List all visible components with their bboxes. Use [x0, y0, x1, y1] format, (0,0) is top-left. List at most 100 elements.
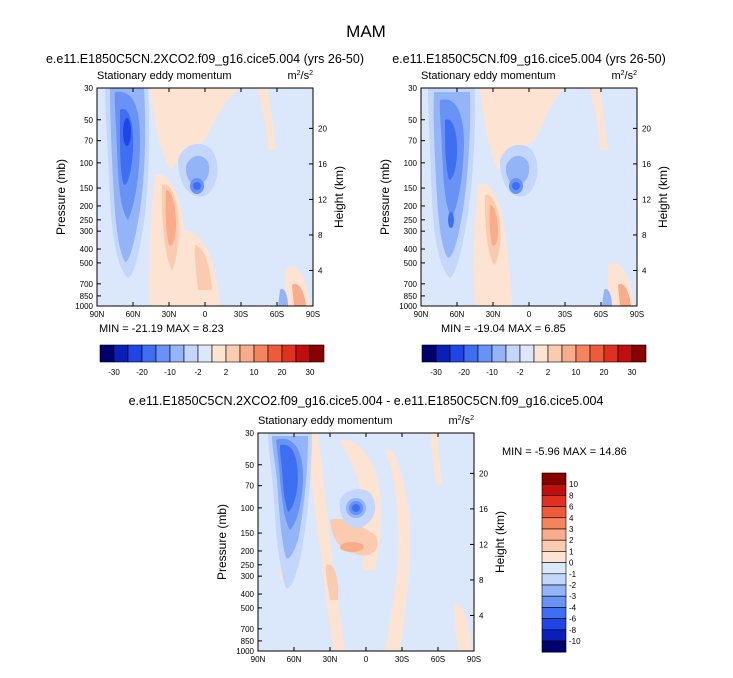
colorbar-swatch — [547, 344, 563, 363]
min-max-label: MIN = -5.96 MAX = 14.86 — [502, 446, 627, 458]
panel-2xco2: e.e11.E1850C5CN.2XCO2.f09_g16.cice5.004 … — [46, 52, 364, 377]
units-exp: 2 — [470, 415, 474, 422]
x-tick-label: 60N — [287, 655, 302, 664]
height-tick-label: 12 — [642, 195, 651, 204]
colorbar-swatch — [541, 595, 567, 608]
max-label: MAX = — [508, 323, 541, 335]
positive-contour — [618, 284, 631, 306]
x-tick-label: 30N — [162, 310, 177, 319]
positive-contour — [480, 88, 565, 170]
panel-difference: e.e11.E1850C5CN.2XCO2.f09_g16.cice5.004 … — [129, 394, 627, 664]
colorbar-swatch — [541, 539, 567, 552]
colorbar-swatch — [141, 344, 157, 363]
contour-field — [421, 88, 637, 306]
colorbar-label: 4 — [569, 514, 574, 523]
y-tick-label: 70 — [84, 137, 93, 146]
colorbar-swatch — [617, 344, 633, 363]
colorbar-label: 2 — [569, 536, 574, 545]
height-tick-label: 12 — [318, 195, 327, 204]
negative-contour — [123, 118, 131, 146]
units-mid: /s — [301, 70, 310, 82]
y-tick-label: 150 — [241, 529, 255, 538]
negative-contour — [280, 444, 298, 512]
x-tick-label: 0 — [203, 310, 208, 319]
contour-field — [97, 88, 313, 306]
positive-contour — [454, 604, 472, 651]
colorbar-swatch — [505, 344, 521, 363]
colorbar-label: -4 — [569, 603, 577, 612]
y-tick-label: 30 — [245, 429, 254, 438]
colorbar-label: -10 — [486, 368, 498, 377]
y-axis-label-right: Height (km) — [656, 166, 670, 228]
units-exp: 2 — [297, 70, 301, 77]
colorbar-swatch — [295, 344, 311, 363]
colorbar-label: 20 — [278, 368, 287, 377]
positive-contour — [430, 433, 442, 485]
colorbar-swatch — [541, 506, 567, 519]
height-tick-label: 20 — [642, 124, 651, 133]
y-tick-label: 1000 — [399, 302, 417, 311]
y-axis-label-right: Height (km) — [332, 166, 346, 228]
colorbar-swatch — [309, 344, 325, 363]
colorbar-swatch — [127, 344, 143, 363]
negative-contour — [512, 182, 520, 190]
y-tick-label: 400 — [80, 245, 94, 254]
colorbar-swatch — [541, 573, 567, 586]
positive-contour — [258, 88, 276, 150]
negative-contour — [185, 155, 210, 186]
y-tick-label: 70 — [408, 137, 417, 146]
min-value: -19.04 — [474, 323, 505, 335]
y-tick-label: 700 — [241, 625, 255, 634]
x-tick-label: 30S — [558, 310, 572, 319]
min-label: MIN = — [502, 446, 532, 458]
y-tick-label: 150 — [404, 184, 418, 193]
y-tick-label: 100 — [241, 504, 255, 513]
height-tick-label: 16 — [642, 160, 651, 169]
x-tick-label: 90S — [630, 310, 644, 319]
colorbar-swatch — [421, 344, 437, 363]
y-tick-label: 30 — [84, 84, 93, 93]
y-tick-label: 70 — [245, 482, 254, 491]
units-label: m2/s2 — [611, 70, 637, 82]
colorbar-swatch — [519, 344, 535, 363]
colorbar-label: -3 — [569, 592, 577, 601]
positive-contour — [325, 564, 339, 600]
y-tick-label: 300 — [80, 227, 94, 236]
panel-subtitle: Stationary eddy momentum — [421, 70, 556, 82]
colorbar-swatch — [239, 344, 255, 363]
axes: 90N 60N 30N 0 30S 60S 90S 30 50 70 100 150 200 250 300… — [54, 84, 346, 319]
colorbar-swatch — [541, 483, 567, 496]
y-tick-label: 50 — [84, 116, 93, 125]
min-label: MIN = — [99, 323, 129, 335]
colorbar-label: 20 — [600, 368, 609, 377]
y-tick-label: 300 — [241, 572, 255, 581]
colorbar-label: 30 — [306, 368, 315, 377]
y-tick-label: 700 — [404, 280, 418, 289]
positive-contour — [165, 190, 176, 246]
axes: 90N 60N 30N 0 30S 60S 90S 30 50 70 100 150 200 250 300… — [215, 429, 507, 664]
x-tick-label: 60S — [594, 310, 608, 319]
units-mid: /s — [462, 415, 471, 427]
y-tick-label: 100 — [80, 159, 94, 168]
positive-contour — [590, 88, 608, 150]
height-tick-label: 8 — [642, 231, 647, 240]
colorbar-swatch — [561, 344, 577, 363]
colorbar-label: 0 — [569, 559, 574, 568]
height-tick-label: 20 — [318, 124, 327, 133]
units-label: m2/s2 — [287, 70, 313, 82]
x-tick-label: 0 — [527, 310, 532, 319]
height-tick-label: 8 — [479, 576, 484, 585]
units-exp: 2 — [633, 70, 637, 77]
x-tick-label: 30N — [486, 310, 501, 319]
colorbar-label: -2 — [569, 581, 577, 590]
min-max-label: MIN = -19.04 MAX = 6.85 — [441, 323, 566, 335]
colorbar-swatch — [155, 344, 171, 363]
colorbar-label: 10 — [250, 368, 259, 377]
min-max-label: MIN = -21.19 MAX = 8.23 — [99, 323, 224, 335]
colorbar-label: 3 — [569, 525, 574, 534]
x-tick-label: 30S — [395, 655, 409, 664]
height-tick-label: 20 — [479, 469, 488, 478]
max-value: 14.86 — [599, 446, 627, 458]
y-tick-label: 200 — [241, 547, 255, 556]
y-axis-label-right: Height (km) — [493, 511, 507, 573]
